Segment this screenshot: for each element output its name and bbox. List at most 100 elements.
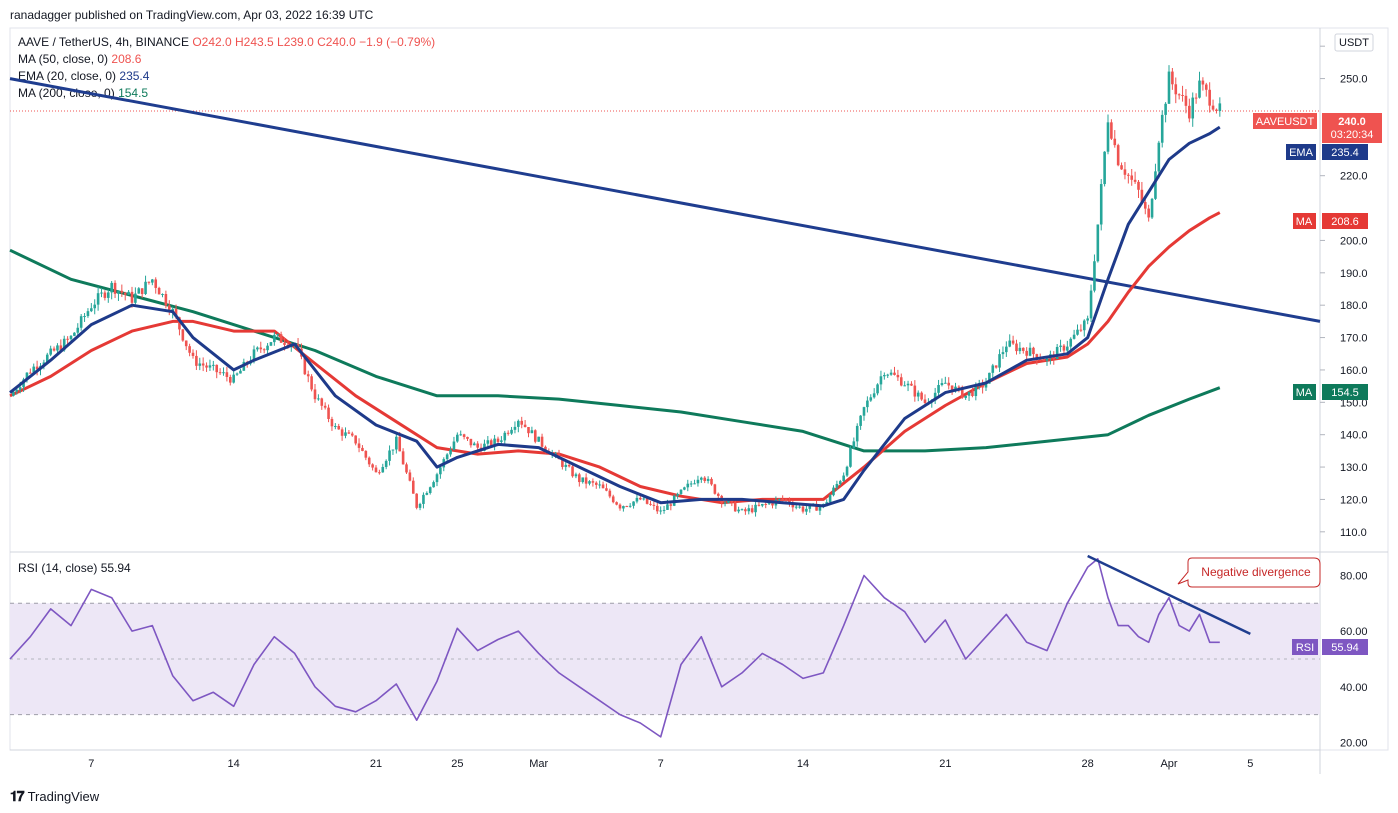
- candle-body: [571, 466, 574, 477]
- candle-body: [117, 290, 120, 294]
- legend-ma200-row: MA (200, close, 0) 154.5: [18, 86, 148, 100]
- candle-body: [1201, 80, 1205, 85]
- currency-badge[interactable]: USDT: [1334, 33, 1374, 52]
- candle-body: [632, 501, 635, 506]
- currency-label: USDT: [1339, 37, 1369, 49]
- legend-ma50-row: MA (50, close, 0) 208.6: [18, 52, 141, 66]
- candle-body: [903, 385, 906, 387]
- candle-body: [1198, 80, 1201, 98]
- candle-body: [395, 436, 398, 450]
- candle-body: [767, 503, 771, 505]
- candle-body: [174, 308, 178, 318]
- rsi-badge: RSI 55.94: [1292, 639, 1368, 655]
- price-tick-label: 220.0: [1340, 171, 1368, 183]
- candle-body: [411, 480, 415, 494]
- candle-body: [391, 449, 395, 451]
- candle-body: [330, 418, 334, 427]
- price-value-box: [1322, 113, 1382, 143]
- candle-body: [801, 506, 805, 512]
- candle-body: [655, 505, 659, 512]
- candle-body: [86, 311, 90, 317]
- divergence-trendline: [1087, 554, 1251, 636]
- candle-body: [29, 372, 32, 374]
- candle-body: [974, 384, 978, 397]
- candle-body: [1133, 179, 1137, 182]
- ma50-tag-box: [1293, 213, 1316, 229]
- candle-body: [1103, 151, 1106, 185]
- candle-body: [635, 497, 639, 502]
- time-tick-label: 7: [658, 758, 664, 770]
- price-timer-text: 03:20:34: [1331, 129, 1374, 141]
- price-tick-label: 110.0: [1340, 527, 1367, 539]
- footer-brand[interactable]: 𝟏𝟕 TradingView: [10, 788, 99, 805]
- candle-body: [381, 466, 385, 473]
- candle-body: [398, 436, 402, 452]
- candle-body: [849, 447, 852, 467]
- legend-ma50-label: MA (50, close, 0): [18, 52, 109, 66]
- candle-body: [59, 345, 63, 351]
- candle-body: [76, 327, 80, 333]
- candle-body: [445, 454, 449, 460]
- divergence-callout: Negative divergence: [1177, 557, 1321, 588]
- candle-body: [486, 440, 490, 444]
- candle-body: [1021, 347, 1025, 351]
- candle-body: [950, 385, 954, 392]
- candle-body: [933, 392, 937, 401]
- price-tick-label: 190.0: [1340, 268, 1368, 280]
- candle-body: [500, 440, 503, 442]
- candle-body: [161, 294, 164, 296]
- time-tick-label: 21: [939, 758, 951, 770]
- candle-body: [449, 449, 452, 455]
- candle-body: [601, 484, 605, 489]
- candle-body: [740, 509, 744, 511]
- candle-body: [869, 397, 873, 401]
- candle-body: [164, 294, 168, 306]
- candle-body: [1066, 346, 1069, 351]
- candle-body: [256, 347, 259, 350]
- candle-body: [83, 316, 86, 318]
- candle-body: [1079, 329, 1083, 331]
- candle-body: [567, 464, 571, 467]
- candle-body: [639, 497, 642, 500]
- candle-body: [1160, 114, 1164, 143]
- candle-body: [489, 440, 493, 446]
- candle-body: [327, 407, 330, 419]
- candle-body: [113, 282, 117, 294]
- candle-body: [1096, 224, 1100, 262]
- candle-body: [15, 389, 19, 392]
- candle-body: [1001, 352, 1005, 355]
- candle-body: [710, 478, 713, 485]
- candle-body: [1106, 122, 1110, 152]
- candle-body: [744, 509, 747, 512]
- callout-text: Negative divergence: [1201, 565, 1311, 579]
- candle-body: [350, 433, 354, 436]
- candle-body: [1082, 320, 1086, 331]
- ma50-tag-text: MA: [1296, 216, 1313, 228]
- candle-body: [151, 279, 154, 283]
- candle-body: [611, 496, 615, 503]
- candle-body: [323, 405, 327, 408]
- candle-body: [1218, 103, 1222, 111]
- candle-body: [66, 338, 69, 340]
- candle-body: [347, 432, 351, 434]
- candle-body: [1062, 345, 1066, 351]
- candle-body: [916, 392, 920, 397]
- candle-body: [1150, 198, 1154, 218]
- time-tick-label: 25: [451, 758, 463, 770]
- candle-body: [540, 436, 544, 447]
- time-tick-label: 28: [1082, 758, 1094, 770]
- candle-body: [157, 287, 161, 295]
- price-tick-label: 200.0: [1340, 235, 1368, 247]
- candle-body: [730, 500, 734, 503]
- candle-body: [588, 481, 591, 484]
- candle-body: [1093, 261, 1096, 291]
- candle-body: [1025, 350, 1028, 356]
- price-tick-label: 140.0: [1340, 430, 1368, 442]
- candle-body: [1137, 181, 1140, 190]
- candle-body: [893, 372, 896, 375]
- candle-body: [181, 329, 185, 341]
- candle-body: [700, 477, 703, 480]
- rsi-tag-box: [1292, 639, 1318, 655]
- candle-body: [686, 483, 690, 488]
